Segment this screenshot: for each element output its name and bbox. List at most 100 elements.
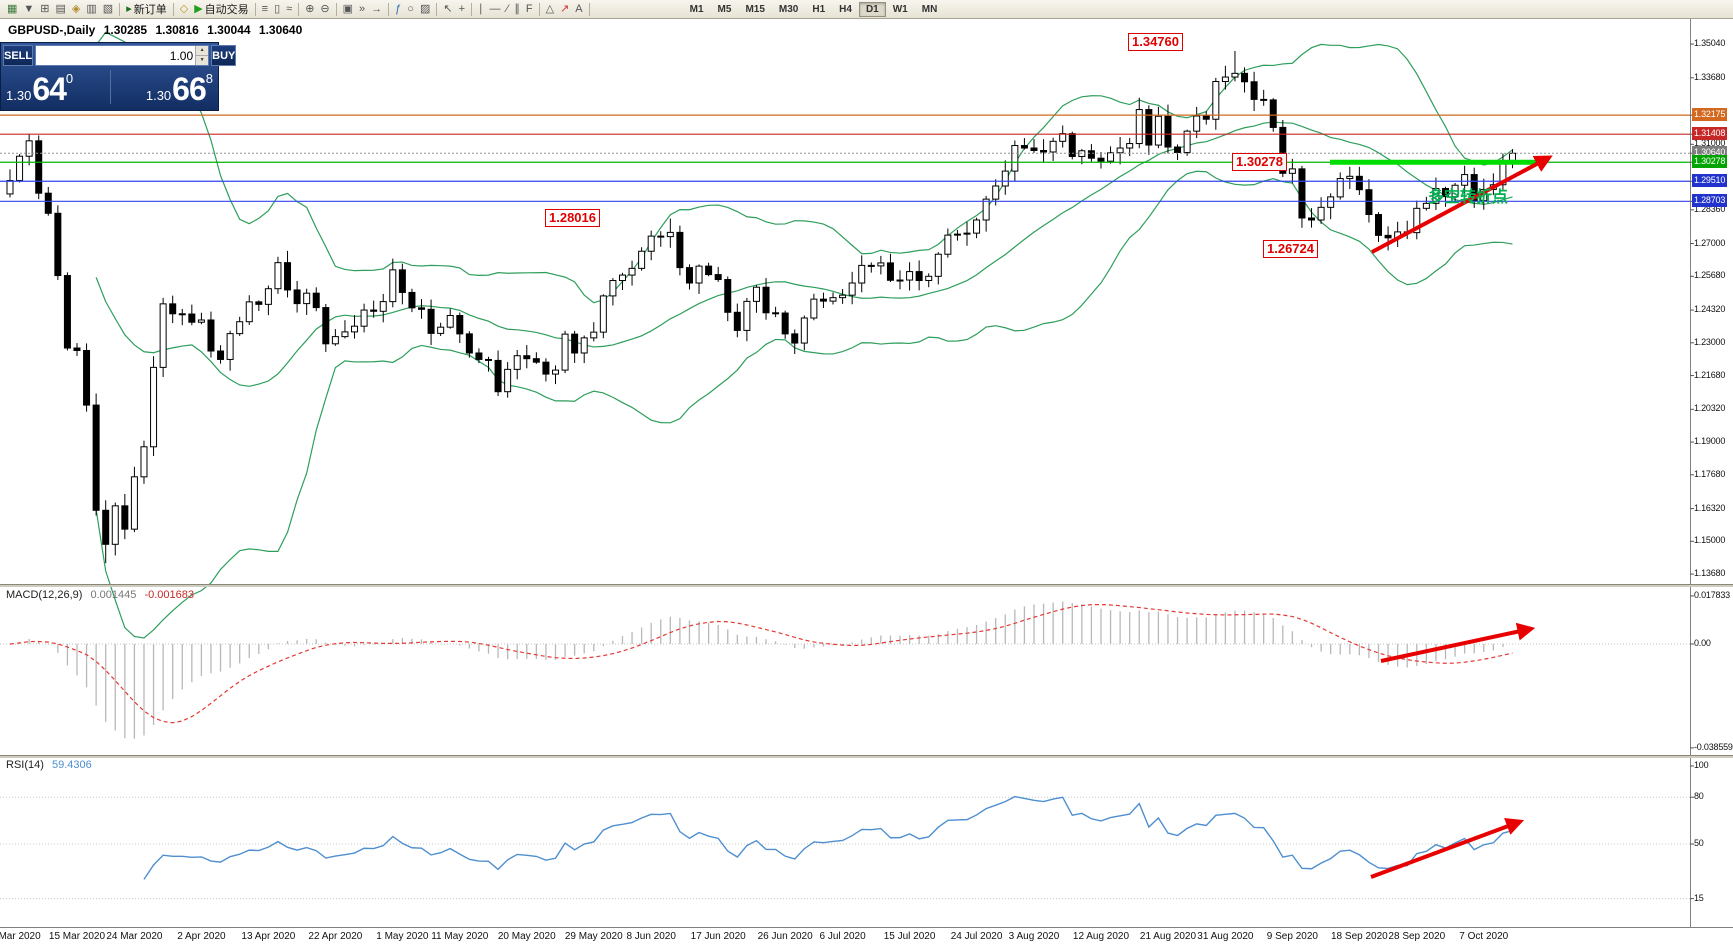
autotrading-button[interactable]: ▶ 自动交易 <box>191 1 251 17</box>
new-chart-icon[interactable]: ▦ <box>4 1 20 17</box>
horizontal-line-icon: ― <box>489 3 501 15</box>
trendline-icon: ∕ <box>506 3 509 15</box>
date-tick-label: 1 May 2020 <box>376 931 429 942</box>
new-order-button[interactable]: ▸ 新订单 <box>123 1 170 17</box>
fibonacci-icon[interactable]: F <box>523 1 536 17</box>
price-tick-label: 1.20320 <box>1694 403 1726 414</box>
price-tick-label: 1.17680 <box>1694 468 1726 479</box>
market-watch-icon[interactable]: ⊞ <box>37 1 52 17</box>
timeframe-button-m30[interactable]: M30 <box>778 3 799 15</box>
arrows-icon[interactable]: ↗ <box>557 1 572 17</box>
date-tick-label: 9 Sep 2020 <box>1266 931 1318 942</box>
one-click-trading-panel: SELL ▲ ▼ BUY 1.30 64 0 1.30 66 8 <box>0 42 237 111</box>
toolbar-separator <box>471 2 473 16</box>
horizontal-line-icon[interactable]: ― <box>487 1 504 17</box>
bar-chart-icon: ≡ <box>261 3 269 15</box>
line-chart-icon[interactable]: ≈ <box>283 1 295 17</box>
buy-price-pip: 8 <box>205 70 213 86</box>
price-tick-label: 1.31000 <box>1694 138 1726 149</box>
trend-arrow <box>1370 817 1525 879</box>
periods-icon[interactable]: ○ <box>404 1 417 17</box>
price-badge: 1.31408 <box>1692 127 1728 141</box>
toolbar: ▦ ▼ ⊞ ▤ ◈ ▥ ▧ ▸ 新订单 ◇ ▶ 自动交易 ≡ ▯ ≈ ⊕ ⊖ ▣» → ƒ ○ ▨ ↖ + ∣ ― ∕ ∥ F △ ↗ A M… <box>0 0 1733 19</box>
trend-arrow <box>1380 622 1536 663</box>
price-tick-label: 1.25680 <box>1694 270 1726 281</box>
navigator-icon[interactable]: ◈ <box>69 1 83 17</box>
candlesticks <box>6 51 1516 564</box>
candlestick-chart-icon[interactable]: ▯ <box>271 1 283 17</box>
vertical-line-icon: ∣ <box>478 3 484 15</box>
equidistant-channel-icon: ∥ <box>514 3 520 15</box>
lot-size-input[interactable] <box>36 46 196 65</box>
trendline-icon[interactable]: ∕ <box>504 1 512 17</box>
price-tick-label: 1.33680 <box>1694 71 1726 82</box>
zoom-in-icon[interactable]: ⊕ <box>302 1 317 17</box>
vertical-line-icon[interactable]: ∣ <box>475 1 487 17</box>
shapes-icon: △ <box>545 3 555 15</box>
price-badge: 1.29510 <box>1692 174 1728 188</box>
bar-chart-icon[interactable]: ≡ <box>259 1 271 17</box>
lot-decrease-button[interactable]: ▼ <box>196 56 209 65</box>
macd-main-value: 0.001445 <box>90 589 137 601</box>
tile-windows-icon[interactable]: ▣ <box>340 1 356 17</box>
turning-point-note[interactable]: 多空转折点 <box>1428 189 1509 206</box>
date-tick-label: 20 May 2020 <box>497 931 556 942</box>
open-price-value: 1.30285 <box>103 23 148 37</box>
date-tick-label: 29 May 2020 <box>564 931 623 942</box>
terminal-icon[interactable]: ▥ <box>83 1 99 17</box>
price-callout[interactable]: 1.30278 <box>1232 153 1287 171</box>
metaeditor-icon[interactable]: ◇ <box>177 1 191 17</box>
timeframe-button-m1[interactable]: M1 <box>689 3 704 15</box>
toolbar-icon-group: ▦ ▼ ⊞ ▤ ◈ ▥ ▧ ▸ 新订单 ◇ ▶ 自动交易 ≡ ▯ ≈ ⊕ ⊖ ▣» → ƒ ○ ▨ ↖ + ∣ ― ∕ ∥ F △ ↗ A <box>4 0 593 18</box>
shapes-icon[interactable]: △ <box>543 1 557 17</box>
price-callout[interactable]: 1.26724 <box>1263 240 1318 258</box>
timeframe-button-m5[interactable]: M5 <box>717 3 732 15</box>
metaeditor-icon: ◇ <box>179 3 189 15</box>
data-window-icon[interactable]: ▤ <box>53 1 69 17</box>
buy-button[interactable]: BUY <box>211 45 237 66</box>
crosshair-icon[interactable]: + <box>456 1 468 17</box>
equidistant-channel-icon[interactable]: ∥ <box>511 1 523 17</box>
cursor-icon[interactable]: ↖ <box>440 1 455 17</box>
sell-price-big: 64 <box>32 70 67 107</box>
terminal-icon: ▥ <box>86 3 97 15</box>
chart-shift-icon[interactable]: → <box>368 1 385 17</box>
buy-price-display: 1.30 66 8 <box>146 69 213 106</box>
price-tick-label: 1.16320 <box>1694 502 1726 513</box>
date-tick-label: 21 Aug 2020 <box>1139 931 1197 942</box>
zoom-out-icon[interactable]: ⊖ <box>317 1 332 17</box>
date-tick-label: 26 Jun 2020 <box>757 931 813 942</box>
sell-button[interactable]: SELL <box>3 45 34 66</box>
lot-increase-button[interactable]: ▲ <box>196 46 209 56</box>
data-window-icon: ▤ <box>55 3 66 15</box>
timeframe-button-h1[interactable]: H1 <box>812 3 826 15</box>
date-tick-label: 17 Jun 2020 <box>690 931 746 942</box>
price-badge: 1.32175 <box>1692 108 1728 122</box>
profiles-icon[interactable]: ▼ <box>20 1 37 17</box>
indicators-icon[interactable]: ƒ <box>392 1 404 17</box>
new-chart-icon: ▦ <box>7 3 18 15</box>
auto-scroll-icon[interactable]: » <box>356 1 368 17</box>
timeframe-button-w1[interactable]: W1 <box>892 3 908 15</box>
timeframe-button-d1[interactable]: D1 <box>858 1 886 17</box>
zoom-in-icon: ⊕ <box>305 3 315 15</box>
rsi-pane-splitter[interactable] <box>0 755 1733 758</box>
strategy-tester-icon[interactable]: ▧ <box>100 1 116 17</box>
timeframe-button-mn[interactable]: MN <box>921 3 938 15</box>
rsi-axis-label: 50 <box>1694 838 1704 848</box>
price-callout[interactable]: 1.28016 <box>545 209 600 227</box>
toolbar-separator <box>388 2 390 16</box>
timeframe-button-m15[interactable]: M15 <box>745 3 765 15</box>
trade-panel-prices: 1.30 64 0 1.30 66 8 <box>3 66 216 108</box>
price-tick-label: 1.13680 <box>1694 568 1726 579</box>
text-icon[interactable]: A <box>572 1 585 17</box>
price-callout[interactable]: 1.34760 <box>1128 33 1183 51</box>
templates-icon[interactable]: ▨ <box>417 1 433 17</box>
chart-shift-icon: → <box>371 3 383 15</box>
new-order-button-label: 新订单 <box>133 4 167 16</box>
macd-pane-splitter[interactable] <box>0 584 1733 587</box>
sell-price-pip: 0 <box>65 70 74 86</box>
line-chart-icon: ≈ <box>286 3 293 15</box>
timeframe-button-h4[interactable]: H4 <box>839 3 852 15</box>
zoom-out-icon: ⊖ <box>320 3 330 15</box>
